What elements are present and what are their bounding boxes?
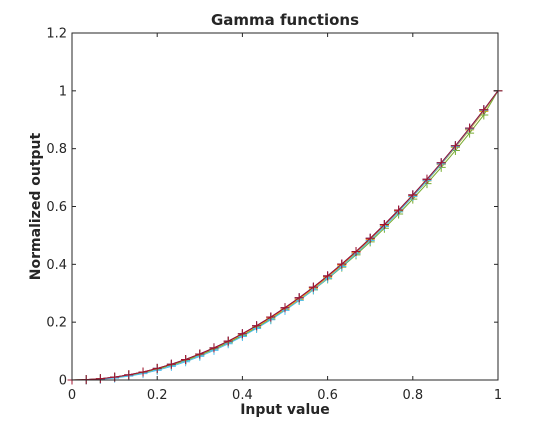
data-point-marker	[408, 190, 418, 200]
data-point-marker	[138, 367, 148, 377]
data-point-marker	[280, 303, 290, 313]
data-point-marker	[152, 363, 162, 373]
data-point-marker	[422, 174, 432, 184]
data-point-marker	[394, 205, 404, 215]
data-point-marker	[294, 293, 304, 303]
y-tick-label: 0.2	[46, 316, 67, 331]
plot-area	[72, 33, 498, 380]
data-point-marker	[351, 246, 361, 256]
chart-title: Gamma functions	[211, 11, 359, 29]
x-tick-label: 1	[494, 388, 502, 403]
data-point-marker	[209, 343, 219, 353]
x-tick-label: 0.4	[232, 388, 253, 403]
data-point-marker	[181, 354, 191, 364]
x-tick-label: 0.2	[147, 388, 168, 403]
data-point-marker	[465, 123, 475, 133]
data-point-marker	[237, 329, 247, 339]
data-point-marker	[450, 141, 460, 151]
y-tick-label: 0.8	[46, 142, 67, 157]
data-point-marker	[479, 105, 489, 115]
data-point-marker	[323, 271, 333, 281]
data-point-marker	[195, 349, 205, 359]
data-point-marker	[365, 233, 375, 243]
x-tick-label: 0	[68, 388, 76, 403]
y-tick-label: 1.2	[46, 27, 67, 42]
x-tick-label: 0.6	[317, 388, 338, 403]
data-point-marker	[337, 259, 347, 269]
data-point-marker	[436, 158, 446, 168]
ticks-layer: 0 0.2 0.4 0.6 0.8 1 0 0.2 0.4 0.6 0.8 1 1.2	[46, 27, 502, 404]
data-point-marker	[308, 282, 318, 292]
data-point-marker	[124, 370, 134, 380]
data-point-marker	[166, 359, 176, 369]
y-tick-label: 0.6	[46, 200, 67, 215]
data-point-marker	[95, 374, 105, 384]
data-point-marker	[266, 312, 276, 322]
x-tick-label: 0.8	[402, 388, 423, 403]
x-axis-title: Input value	[240, 402, 330, 418]
y-tick-label: 0	[59, 374, 67, 389]
y-axis-title: Normalized output	[28, 133, 44, 281]
series-7	[67, 86, 503, 385]
data-point-marker	[379, 219, 389, 229]
y-tick-label: 0.4	[46, 258, 67, 273]
data-point-marker	[223, 336, 233, 346]
y-tick-label: 1	[59, 84, 67, 99]
data-point-marker	[252, 321, 262, 331]
